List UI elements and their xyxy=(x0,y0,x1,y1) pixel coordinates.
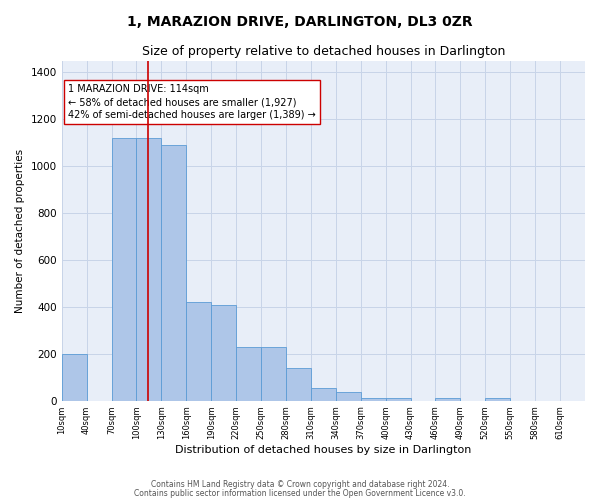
Text: 1 MARAZION DRIVE: 114sqm
← 58% of detached houses are smaller (1,927)
42% of sem: 1 MARAZION DRIVE: 114sqm ← 58% of detach… xyxy=(68,84,316,120)
Bar xyxy=(112,138,136,400)
Bar xyxy=(286,368,311,400)
Bar xyxy=(386,398,410,400)
Bar xyxy=(136,138,161,400)
Bar xyxy=(436,398,460,400)
X-axis label: Distribution of detached houses by size in Darlington: Distribution of detached houses by size … xyxy=(175,445,472,455)
Title: Size of property relative to detached houses in Darlington: Size of property relative to detached ho… xyxy=(142,45,505,58)
Bar xyxy=(161,145,186,401)
Text: Contains public sector information licensed under the Open Government Licence v3: Contains public sector information licen… xyxy=(134,488,466,498)
Bar xyxy=(485,398,510,400)
Y-axis label: Number of detached properties: Number of detached properties xyxy=(15,148,25,312)
Bar xyxy=(336,392,361,400)
Bar xyxy=(361,398,386,400)
Bar xyxy=(261,347,286,401)
Bar xyxy=(211,304,236,400)
Bar xyxy=(62,354,86,401)
Text: Contains HM Land Registry data © Crown copyright and database right 2024.: Contains HM Land Registry data © Crown c… xyxy=(151,480,449,489)
Bar xyxy=(236,347,261,401)
Bar xyxy=(311,388,336,400)
Bar xyxy=(186,302,211,400)
Text: 1, MARAZION DRIVE, DARLINGTON, DL3 0ZR: 1, MARAZION DRIVE, DARLINGTON, DL3 0ZR xyxy=(127,15,473,29)
